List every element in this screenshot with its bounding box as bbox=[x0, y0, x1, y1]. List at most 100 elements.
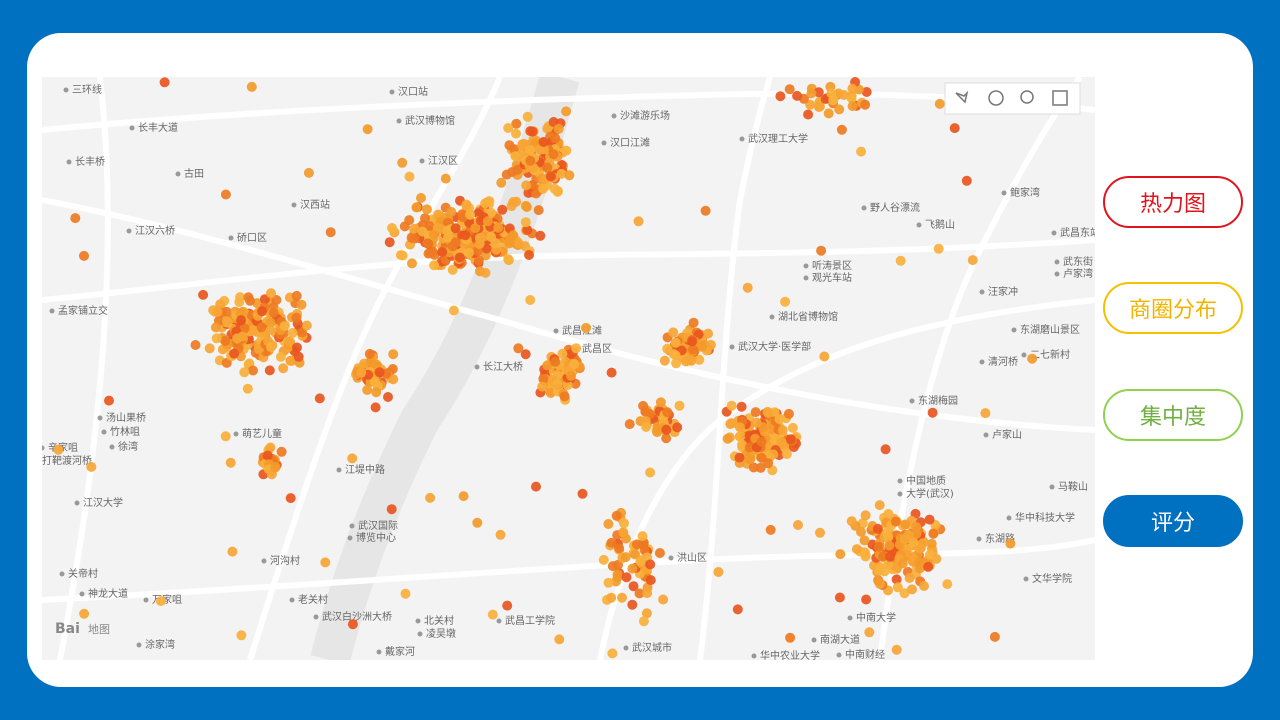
poi-dot bbox=[104, 395, 114, 406]
poi-dot bbox=[819, 351, 830, 362]
poi-dot bbox=[482, 216, 493, 227]
map-toolbar bbox=[944, 82, 1081, 115]
poi-dot bbox=[638, 616, 649, 627]
poi-dot bbox=[556, 168, 567, 179]
poi-dot bbox=[847, 101, 858, 112]
poi-dot bbox=[557, 348, 568, 359]
poi-dot bbox=[655, 397, 666, 408]
place-label: 武汉大学·医学部 bbox=[738, 340, 811, 353]
poi-dot bbox=[472, 517, 483, 528]
poi-dot bbox=[687, 336, 698, 347]
poi-dot bbox=[836, 124, 847, 135]
poi-dot bbox=[242, 383, 253, 394]
poi-dot bbox=[908, 537, 919, 548]
poi-dot bbox=[550, 356, 561, 367]
tool-locate[interactable] bbox=[988, 90, 1004, 106]
poi-dot bbox=[860, 99, 871, 110]
poi-dot bbox=[548, 149, 559, 160]
poi-dot bbox=[486, 207, 496, 218]
place-label: 河沟村 bbox=[270, 554, 300, 567]
heatmap-button[interactable]: 热力图 bbox=[1103, 176, 1243, 228]
poi-dot bbox=[816, 245, 827, 256]
place-label: 卢家山 bbox=[992, 428, 1022, 441]
poi-icon bbox=[976, 536, 982, 542]
poi-dot bbox=[270, 462, 281, 473]
poi-dot bbox=[924, 514, 935, 525]
poi-dot bbox=[539, 144, 549, 155]
poi-icon bbox=[729, 344, 735, 350]
place-label: 卢家湾 bbox=[1063, 267, 1093, 280]
poi-dot bbox=[607, 648, 618, 659]
poi-dot bbox=[232, 333, 243, 344]
poi-dots bbox=[53, 77, 1038, 659]
poi-dot bbox=[899, 534, 910, 545]
poi-dot bbox=[562, 380, 573, 391]
poi-icon bbox=[97, 415, 103, 421]
poi-icon bbox=[553, 328, 559, 334]
poi-dot bbox=[548, 117, 559, 127]
concentration-button[interactable]: 集中度 bbox=[1103, 389, 1243, 441]
poi-icon bbox=[739, 136, 745, 142]
poi-dot bbox=[561, 106, 572, 117]
poi-dot bbox=[460, 230, 471, 241]
poi-dot bbox=[442, 232, 453, 243]
poi-dot bbox=[891, 644, 902, 655]
poi-dot bbox=[835, 549, 846, 560]
place-label: 武昌区 bbox=[582, 342, 612, 355]
poi-dot bbox=[480, 267, 491, 278]
poi-dot bbox=[522, 225, 533, 235]
poi-dot bbox=[291, 312, 302, 323]
poi-dot bbox=[480, 198, 491, 209]
poi-dot bbox=[658, 594, 669, 605]
place-label: 汉口江滩 bbox=[610, 136, 650, 149]
poi-dot bbox=[79, 250, 89, 261]
place-label: 鲍家湾 bbox=[1010, 186, 1040, 199]
poi-dot bbox=[426, 247, 436, 258]
place-label: 武汉城市 bbox=[632, 641, 672, 654]
poi-dot bbox=[474, 239, 485, 249]
poi-dot bbox=[248, 325, 259, 336]
place-label: 观光车站 bbox=[812, 271, 852, 284]
poi-icon bbox=[175, 171, 181, 177]
poi-dot bbox=[347, 619, 358, 630]
place-label: 武汉博物馆 bbox=[405, 114, 455, 127]
poi-dot bbox=[470, 223, 481, 234]
poi-dot bbox=[904, 573, 915, 583]
poi-dot bbox=[722, 433, 733, 444]
poi-icon bbox=[261, 558, 267, 564]
tool-shape[interactable] bbox=[955, 90, 969, 104]
business-district-button[interactable]: 商圈分布 bbox=[1103, 282, 1243, 334]
poi-dot bbox=[927, 407, 938, 418]
poi-icon bbox=[59, 571, 65, 577]
poi-dot bbox=[735, 422, 745, 433]
place-label: 华中科技大学 bbox=[1015, 511, 1075, 524]
poi-dot bbox=[510, 151, 521, 162]
poi-dot bbox=[620, 552, 631, 563]
poi-dot bbox=[878, 551, 889, 562]
poi-dot bbox=[554, 634, 565, 645]
poi-dot bbox=[517, 139, 528, 150]
tool-list[interactable] bbox=[1052, 90, 1068, 106]
poi-dot bbox=[859, 535, 870, 546]
poi-dot bbox=[617, 592, 627, 603]
poi-icon bbox=[233, 431, 239, 437]
poi-dot bbox=[628, 581, 639, 592]
score-button[interactable]: 评分 bbox=[1103, 495, 1243, 547]
poi-dot bbox=[618, 527, 629, 538]
poi-dot bbox=[265, 442, 276, 453]
poi-icon bbox=[1001, 190, 1007, 196]
poi-dot bbox=[1005, 538, 1016, 549]
poi-dot bbox=[967, 255, 978, 266]
poi-dot bbox=[737, 439, 747, 450]
poi-icon bbox=[336, 467, 342, 473]
poi-dot bbox=[227, 546, 238, 557]
tool-zoom[interactable] bbox=[1020, 90, 1034, 104]
poi-icon bbox=[376, 649, 382, 655]
poi-dot bbox=[215, 299, 226, 310]
place-label: 汤山果桥 bbox=[106, 411, 146, 424]
poi-dot bbox=[256, 322, 267, 333]
poi-dot bbox=[538, 137, 549, 147]
poi-dot bbox=[190, 340, 201, 350]
poi-dot bbox=[705, 339, 716, 350]
poi-dot bbox=[264, 365, 275, 376]
